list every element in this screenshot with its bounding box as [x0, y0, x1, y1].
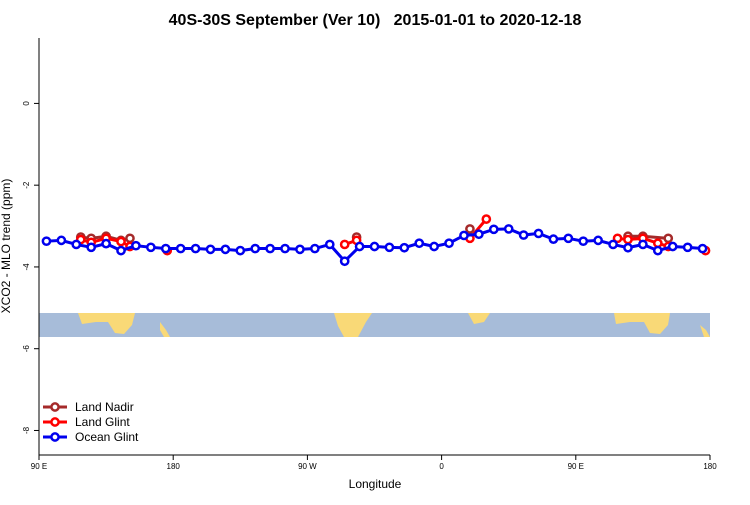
- point: [593, 235, 604, 246]
- point: [125, 233, 135, 244]
- point: [578, 236, 589, 247]
- point: [623, 234, 633, 245]
- land: [160, 322, 170, 337]
- point: [339, 239, 350, 250]
- y-tick-label: -4: [22, 263, 31, 271]
- land: [78, 313, 135, 334]
- point: [652, 245, 663, 256]
- point: [71, 239, 82, 250]
- point: [399, 242, 410, 253]
- point: [131, 240, 141, 251]
- x-tick-label: 180: [167, 462, 181, 471]
- point: [488, 224, 499, 235]
- legend-label: Ocean Glint: [75, 430, 139, 444]
- point: [548, 234, 559, 244]
- point: [190, 243, 201, 254]
- point: [235, 245, 246, 256]
- point: [465, 224, 475, 234]
- x-axis-label: Longitude: [349, 477, 402, 491]
- point: [481, 214, 492, 224]
- legend-marker: [50, 417, 60, 427]
- point: [116, 236, 126, 247]
- point: [145, 242, 156, 253]
- point: [429, 241, 439, 252]
- point: [175, 243, 186, 254]
- point: [295, 244, 305, 255]
- map-strip: [39, 313, 710, 337]
- point: [518, 230, 529, 240]
- point: [86, 242, 97, 253]
- point: [101, 238, 111, 249]
- land: [468, 313, 490, 324]
- ocean-strip: [39, 313, 710, 337]
- point: [612, 233, 623, 244]
- land: [614, 313, 670, 334]
- chart-title: 40S-30S September (Ver 10) 2015-01-01 to…: [169, 12, 582, 29]
- point: [384, 242, 395, 253]
- legend-marker: [50, 432, 60, 442]
- x-tick-label: 180: [703, 462, 717, 471]
- legend-marker: [50, 402, 60, 412]
- point: [265, 243, 275, 254]
- point: [697, 243, 708, 254]
- y-tick-label: -2: [22, 181, 31, 189]
- point: [459, 230, 469, 241]
- land: [700, 325, 710, 337]
- point: [310, 243, 320, 254]
- land: [334, 313, 372, 337]
- point: [474, 229, 484, 240]
- point: [250, 243, 261, 254]
- point: [41, 236, 52, 247]
- point: [116, 245, 126, 256]
- y-axis-label: XCO2 - MLO trend (ppm): [0, 179, 13, 314]
- point: [414, 238, 425, 249]
- y-tick-label: -8: [22, 426, 31, 434]
- y-tick-label: -6: [22, 345, 31, 353]
- point: [339, 256, 350, 267]
- point: [220, 244, 231, 255]
- point: [205, 244, 216, 255]
- x-tick-label: 90 E: [31, 462, 47, 471]
- x-tick-label: 90 W: [298, 462, 317, 471]
- point: [638, 239, 648, 250]
- point: [533, 228, 544, 239]
- point: [160, 243, 171, 254]
- legend-label: Land Nadir: [75, 400, 134, 414]
- point: [56, 235, 67, 246]
- point: [503, 224, 514, 234]
- point: [324, 239, 335, 250]
- point: [663, 233, 674, 244]
- y-tick-label: 0: [22, 101, 31, 106]
- point: [667, 241, 678, 252]
- point: [354, 241, 365, 252]
- x-tick-label: 90 E: [568, 462, 584, 471]
- legend-label: Land Glint: [75, 415, 130, 429]
- point: [369, 241, 380, 252]
- point: [623, 242, 633, 253]
- point: [608, 239, 618, 250]
- point: [682, 242, 693, 253]
- point: [563, 233, 574, 244]
- point: [280, 243, 290, 254]
- x-tick-label: 0: [439, 462, 444, 471]
- point: [444, 238, 454, 249]
